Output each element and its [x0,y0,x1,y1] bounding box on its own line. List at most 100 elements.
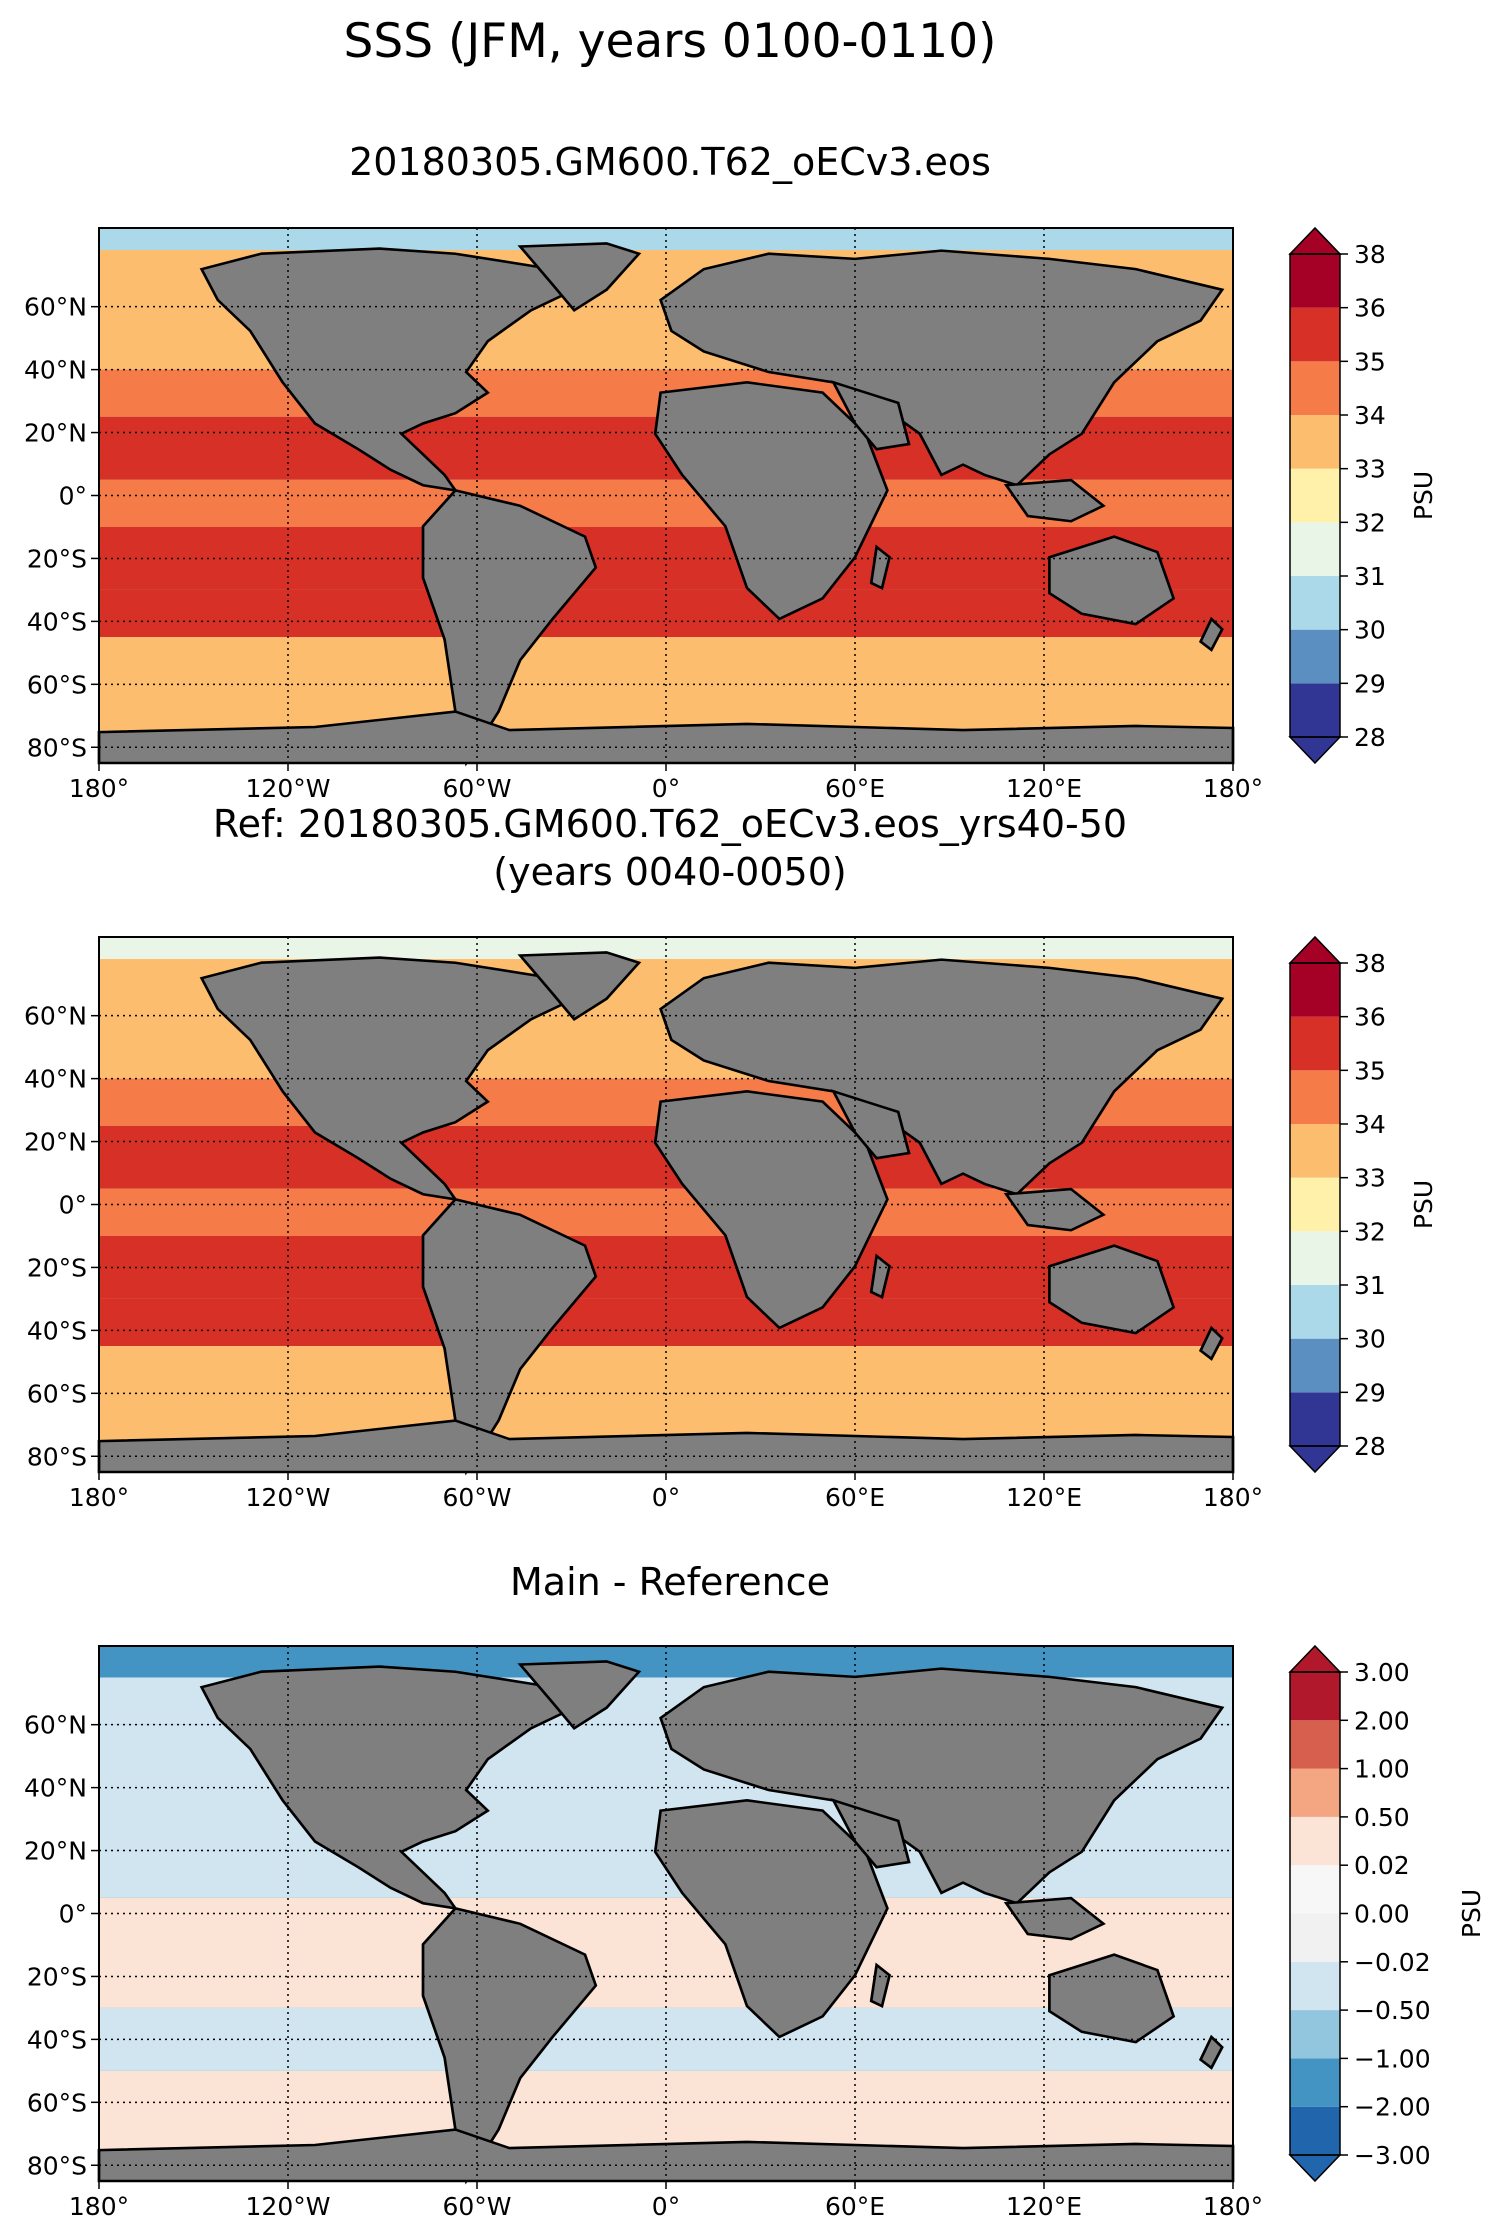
colorbar-segment [1290,1961,1340,2011]
y-tick-label: 20°N [24,419,87,448]
salinity-band [99,228,1233,251]
colorbar-tick-label: 34 [1354,401,1386,430]
colorbar-extend-min [1288,736,1342,765]
colorbar-tick-label: 30 [1354,1325,1386,1354]
colorbar-segment [1290,522,1340,576]
colorbar-segment [1290,1124,1340,1178]
colorbar-segment [1290,2058,1340,2107]
colorbar-tick-label: −3.00 [1354,2141,1431,2170]
x-tick-label: 60°W [442,2192,511,2221]
y-tick-label: 0° [59,482,87,511]
colorbar-segment [1290,963,1340,1017]
colorbar-segment [1290,1672,1340,1721]
colorbar-label: PSU [1409,471,1438,520]
y-tick-label: 60°S [27,1379,87,1408]
colorbar-segment [1290,1285,1340,1339]
x-tick-label: 120°E [1006,1483,1082,1512]
y-tick-label: 20°N [24,1128,87,1157]
x-tick-label: 180° [69,2192,129,2221]
y-tick-label: 40°S [27,607,87,636]
panel-2-title: Ref: 20180305.GM600.T62_oECv3.eos_yrs40-… [0,800,1340,896]
panel-2-title-line1: Ref: 20180305.GM600.T62_oECv3.eos_yrs40-… [212,802,1128,846]
colorbar-tick-label: 35 [1354,347,1386,376]
colorbar-segment [1290,1177,1340,1232]
colorbar-extend-min [1288,1445,1342,1474]
y-tick-label: 0° [59,1191,87,1220]
colorbar-segment [1290,1392,1340,1446]
y-tick-label: 60°S [27,670,87,699]
panel-3: 60°N 40°N 20°N 0° 20°S 40°S 60°S 80°S 180° 120°W 6… [24,1644,1486,2221]
x-tick-label: 0° [652,1483,680,1512]
x-tick-label: 120°W [246,774,331,803]
panel-2-title-line2: (years 0040-0050) [493,850,847,894]
panel-1: 60°N 40°N 20°N 0° 20°S 40°S 60°S 80°S 180° 120°W 6… [24,226,1438,803]
colorbar-tick-label: −0.02 [1354,1948,1431,1977]
colorbar-tick-label: 2.00 [1354,1706,1410,1735]
colorbar-tick-label: 33 [1354,455,1386,484]
colorbar-segment [1290,1913,1340,1962]
x-tick-label: 180° [1203,2192,1263,2221]
y-tick-label: 60°S [27,2088,87,2117]
colorbar-extend-max [1288,226,1342,255]
salinity-band [99,937,1233,960]
colorbar-segment [1290,2106,1340,2155]
x-tick-label: 60°E [825,2192,885,2221]
colorbar-segment [1290,2010,1340,2059]
y-tick-label: 60°N [24,1002,87,1031]
y-tick-label: 80°S [27,2151,87,2180]
colorbar-frame [1289,962,1341,1447]
colorbar-extend-max [1288,1644,1342,1673]
colorbar-segment [1290,629,1340,684]
colorbar-tick-label: 29 [1354,669,1386,698]
colorbar-extend-max [1288,935,1342,964]
colorbar-segment [1290,1768,1340,1817]
colorbar-tick-label: 32 [1354,508,1386,537]
colorbar-tick-label: 31 [1354,1271,1386,1300]
panel-2: 60°N 40°N 20°N 0° 20°S 40°S 60°S 80°S 180° 120°W 6… [24,935,1438,1512]
colorbar-segment [1290,1070,1340,1124]
colorbar-tick-label: 28 [1354,723,1386,752]
colorbar-tick-label: 32 [1354,1217,1386,1246]
colorbar-tick-label: 0.00 [1354,1900,1410,1929]
y-tick-label: 20°S [27,1962,87,1991]
x-tick-label: 180° [1203,1483,1263,1512]
colorbar-tick-label: 36 [1354,294,1386,323]
y-tick-label: 60°N [24,1711,87,1740]
colorbar-segment [1290,683,1340,737]
colorbar-tick-label: 30 [1354,616,1386,645]
panel-1-title: 20180305.GM600.T62_oECv3.eos [349,140,991,184]
colorbar-segment [1290,254,1340,308]
x-tick-label: 60°W [442,1483,511,1512]
colorbar-tick-label: 34 [1354,1110,1386,1139]
x-tick-label: 0° [652,774,680,803]
x-tick-label: 120°E [1006,2192,1082,2221]
colorbar-tick-label: 1.00 [1354,1755,1410,1784]
colorbar-tick-label: 29 [1354,1378,1386,1407]
colorbar-segment [1290,415,1340,469]
y-tick-label: 40°S [27,1316,87,1345]
y-tick-label: 20°S [27,544,87,573]
x-tick-label: 60°E [825,774,885,803]
colorbar-label: PSU [1457,1889,1486,1938]
colorbar-tick-label: −2.00 [1354,2093,1431,2122]
y-tick-label: 80°S [27,733,87,762]
y-tick-label: 20°S [27,1253,87,1282]
x-tick-label: 0° [652,2192,680,2221]
x-tick-label: 180° [69,1483,129,1512]
colorbar-extend-min [1288,2154,1342,2183]
x-tick-label: 60°W [442,774,511,803]
x-tick-label: 120°E [1006,774,1082,803]
y-tick-label: 40°S [27,2025,87,2054]
x-tick-label: 180° [69,774,129,803]
y-tick-label: 40°N [24,1774,87,1803]
figure-title: SSS (JFM, years 0100-0110) [343,14,997,69]
x-tick-label: 180° [1203,774,1263,803]
colorbar-tick-label: 3.00 [1354,1658,1410,1687]
x-tick-label: 120°W [246,2192,331,2221]
colorbar-segment [1290,1231,1340,1285]
y-tick-label: 40°N [24,1065,87,1094]
colorbar-tick-label: −0.50 [1354,1996,1431,2025]
colorbar-tick-label: 38 [1354,240,1386,269]
x-tick-label: 60°E [825,1483,885,1512]
